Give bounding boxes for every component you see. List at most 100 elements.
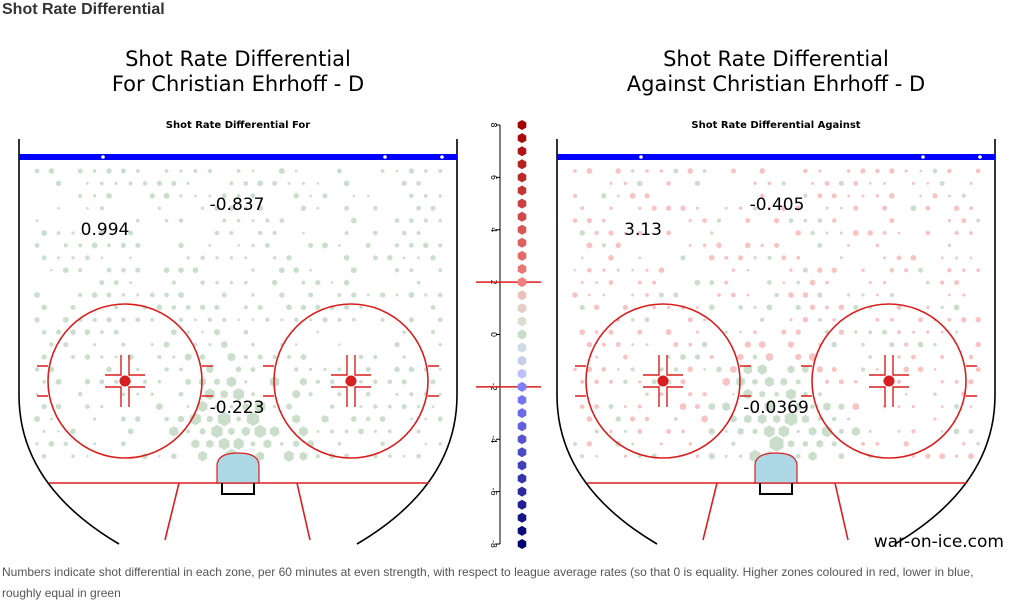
panel-for-hex-114 xyxy=(308,242,313,249)
panel-for-hex-81 xyxy=(265,218,270,223)
panel-against-hex-148 xyxy=(645,268,649,272)
panel-against-hex-167 xyxy=(652,280,657,285)
panel-against-hex-307 xyxy=(757,364,767,375)
panel-against-hex-393 xyxy=(623,429,627,434)
panel-against-hex-161 xyxy=(962,268,966,273)
panel-for-hex-138 xyxy=(402,256,406,260)
panel-against-hex-394 xyxy=(637,428,643,435)
panel-against-hex-311 xyxy=(831,366,837,373)
panel-against-hex-406 xyxy=(839,428,844,435)
panel-against-hex-162 xyxy=(976,268,980,273)
panel-against-hex-276 xyxy=(917,341,924,348)
panel-against-hex-72 xyxy=(853,205,859,211)
panel-against-hex-439 xyxy=(739,454,743,459)
panel-against-hex-355 xyxy=(594,404,599,410)
panel-against-hex-153 xyxy=(803,267,808,273)
panel-for-lane-left xyxy=(164,482,180,541)
panel-for-hex-325 xyxy=(35,392,39,396)
panel-against-hex-0 xyxy=(573,169,577,173)
panel-against-hex-142 xyxy=(969,256,973,260)
scale-swatch-23 xyxy=(517,421,527,432)
panel-against-hex-254 xyxy=(882,329,887,335)
panel-against-hex-300 xyxy=(659,366,664,372)
panel-against-hex-152 xyxy=(789,268,793,273)
panel-for-hex-254 xyxy=(150,342,154,347)
panel-against-hex-88 xyxy=(817,218,822,223)
scale-tick-label-7: -6 xyxy=(489,488,498,496)
panel-against-hex-58 xyxy=(609,206,613,211)
panel-against-hex-169 xyxy=(709,280,714,286)
panel-against-hex-451 xyxy=(968,453,974,460)
scale-swatch-0 xyxy=(517,120,527,130)
panel-for-hex-245 xyxy=(214,328,220,336)
panel-against-hex-204 xyxy=(652,305,656,310)
panel-against-hex-95 xyxy=(594,230,599,236)
scale-tick-label-0: 8 xyxy=(489,122,498,127)
panel-for-hex-200 xyxy=(200,304,206,311)
panel-for-hex-197 xyxy=(156,304,163,311)
panel-against-hex-380 xyxy=(701,415,708,423)
panel-against-hex-32 xyxy=(839,180,844,187)
panel-for-hex-317 xyxy=(315,379,320,385)
panel-for-hex-53 xyxy=(322,193,328,199)
panel-for-hex-370 xyxy=(189,412,201,426)
panel-for-hex-391 xyxy=(228,427,235,436)
panel-against-hex-52 xyxy=(889,192,895,199)
panel-against-hex-85 xyxy=(774,217,780,224)
panel-for-hex-419 xyxy=(424,442,428,446)
panel-against-hex-272 xyxy=(831,341,837,348)
panel-for-hex-15 xyxy=(337,168,342,174)
panel-for-hex-35 xyxy=(301,181,305,186)
panel-against-hex-38 xyxy=(939,180,945,186)
panel-for-hex-121 xyxy=(438,243,443,248)
panel-against-hex-97 xyxy=(624,231,627,235)
panel-for-hex-71 xyxy=(373,205,378,211)
panel-against-hex-330 xyxy=(780,377,788,386)
panel-for-hex-64 xyxy=(214,205,220,211)
panel-for-hex-216 xyxy=(106,317,112,323)
panel-against-hex-334 xyxy=(854,379,858,384)
panel-for-hex-395 xyxy=(299,426,308,437)
panel-for-hex-295 xyxy=(323,367,327,372)
panel-for-hex-310 xyxy=(185,378,191,386)
panel-for-net xyxy=(221,483,255,495)
panel-for-hex-66 xyxy=(243,206,248,211)
panel-against-hex-111 xyxy=(969,230,973,236)
panel-against-hex-154 xyxy=(817,267,823,274)
panel-against-hex-385 xyxy=(784,411,798,427)
panel-for-hex-284 xyxy=(35,367,39,372)
panel-against-hex-314 xyxy=(903,366,909,373)
panel-against-hex-185 xyxy=(645,292,649,298)
panel-for-hex-134 xyxy=(286,254,292,261)
panel-against-hex-418 xyxy=(659,442,663,446)
panel-against-hex-227 xyxy=(760,317,765,323)
scale-swatch-10 xyxy=(517,250,527,261)
panel-against-title-line2: Against Christian Ehrhoff - D xyxy=(627,72,925,96)
panel-against-hex-350 xyxy=(817,391,822,397)
panel-for-hex-45 xyxy=(179,194,183,198)
panel-against-hex-368 xyxy=(852,402,859,411)
panel-for-hex-189 xyxy=(395,293,399,297)
panel-against-blue-line-dot-1 xyxy=(921,155,925,159)
panel-for-hex-211 xyxy=(430,304,436,310)
panel-against-hex-428 xyxy=(903,440,909,447)
panel-for-hex-212 xyxy=(34,316,40,323)
panel-for-hex-37 xyxy=(343,180,350,187)
panel-against-hex-124 xyxy=(947,243,952,248)
panel-against-hex-445 xyxy=(838,453,845,460)
scale-swatch-22 xyxy=(517,408,527,419)
panel-for-hex-166 xyxy=(272,279,278,286)
panel-against-hex-69 xyxy=(795,205,801,211)
panel-against-hex-316 xyxy=(933,368,937,371)
panel-against-hex-114 xyxy=(615,242,621,249)
panel-for-hex-130 xyxy=(215,256,219,260)
panel-against-hex-125 xyxy=(580,256,584,260)
panel-against-hex-82 xyxy=(702,218,707,224)
panel-for-hex-20 xyxy=(438,168,443,174)
panel-for-hex-376 xyxy=(321,415,329,423)
panel-for-hex-58 xyxy=(438,193,442,198)
panel-for-hex-173 xyxy=(78,292,83,298)
panel-for-hex-10 xyxy=(207,168,212,174)
panel-for-hex-248 xyxy=(402,330,406,335)
panel-against-hex-378 xyxy=(644,416,650,422)
